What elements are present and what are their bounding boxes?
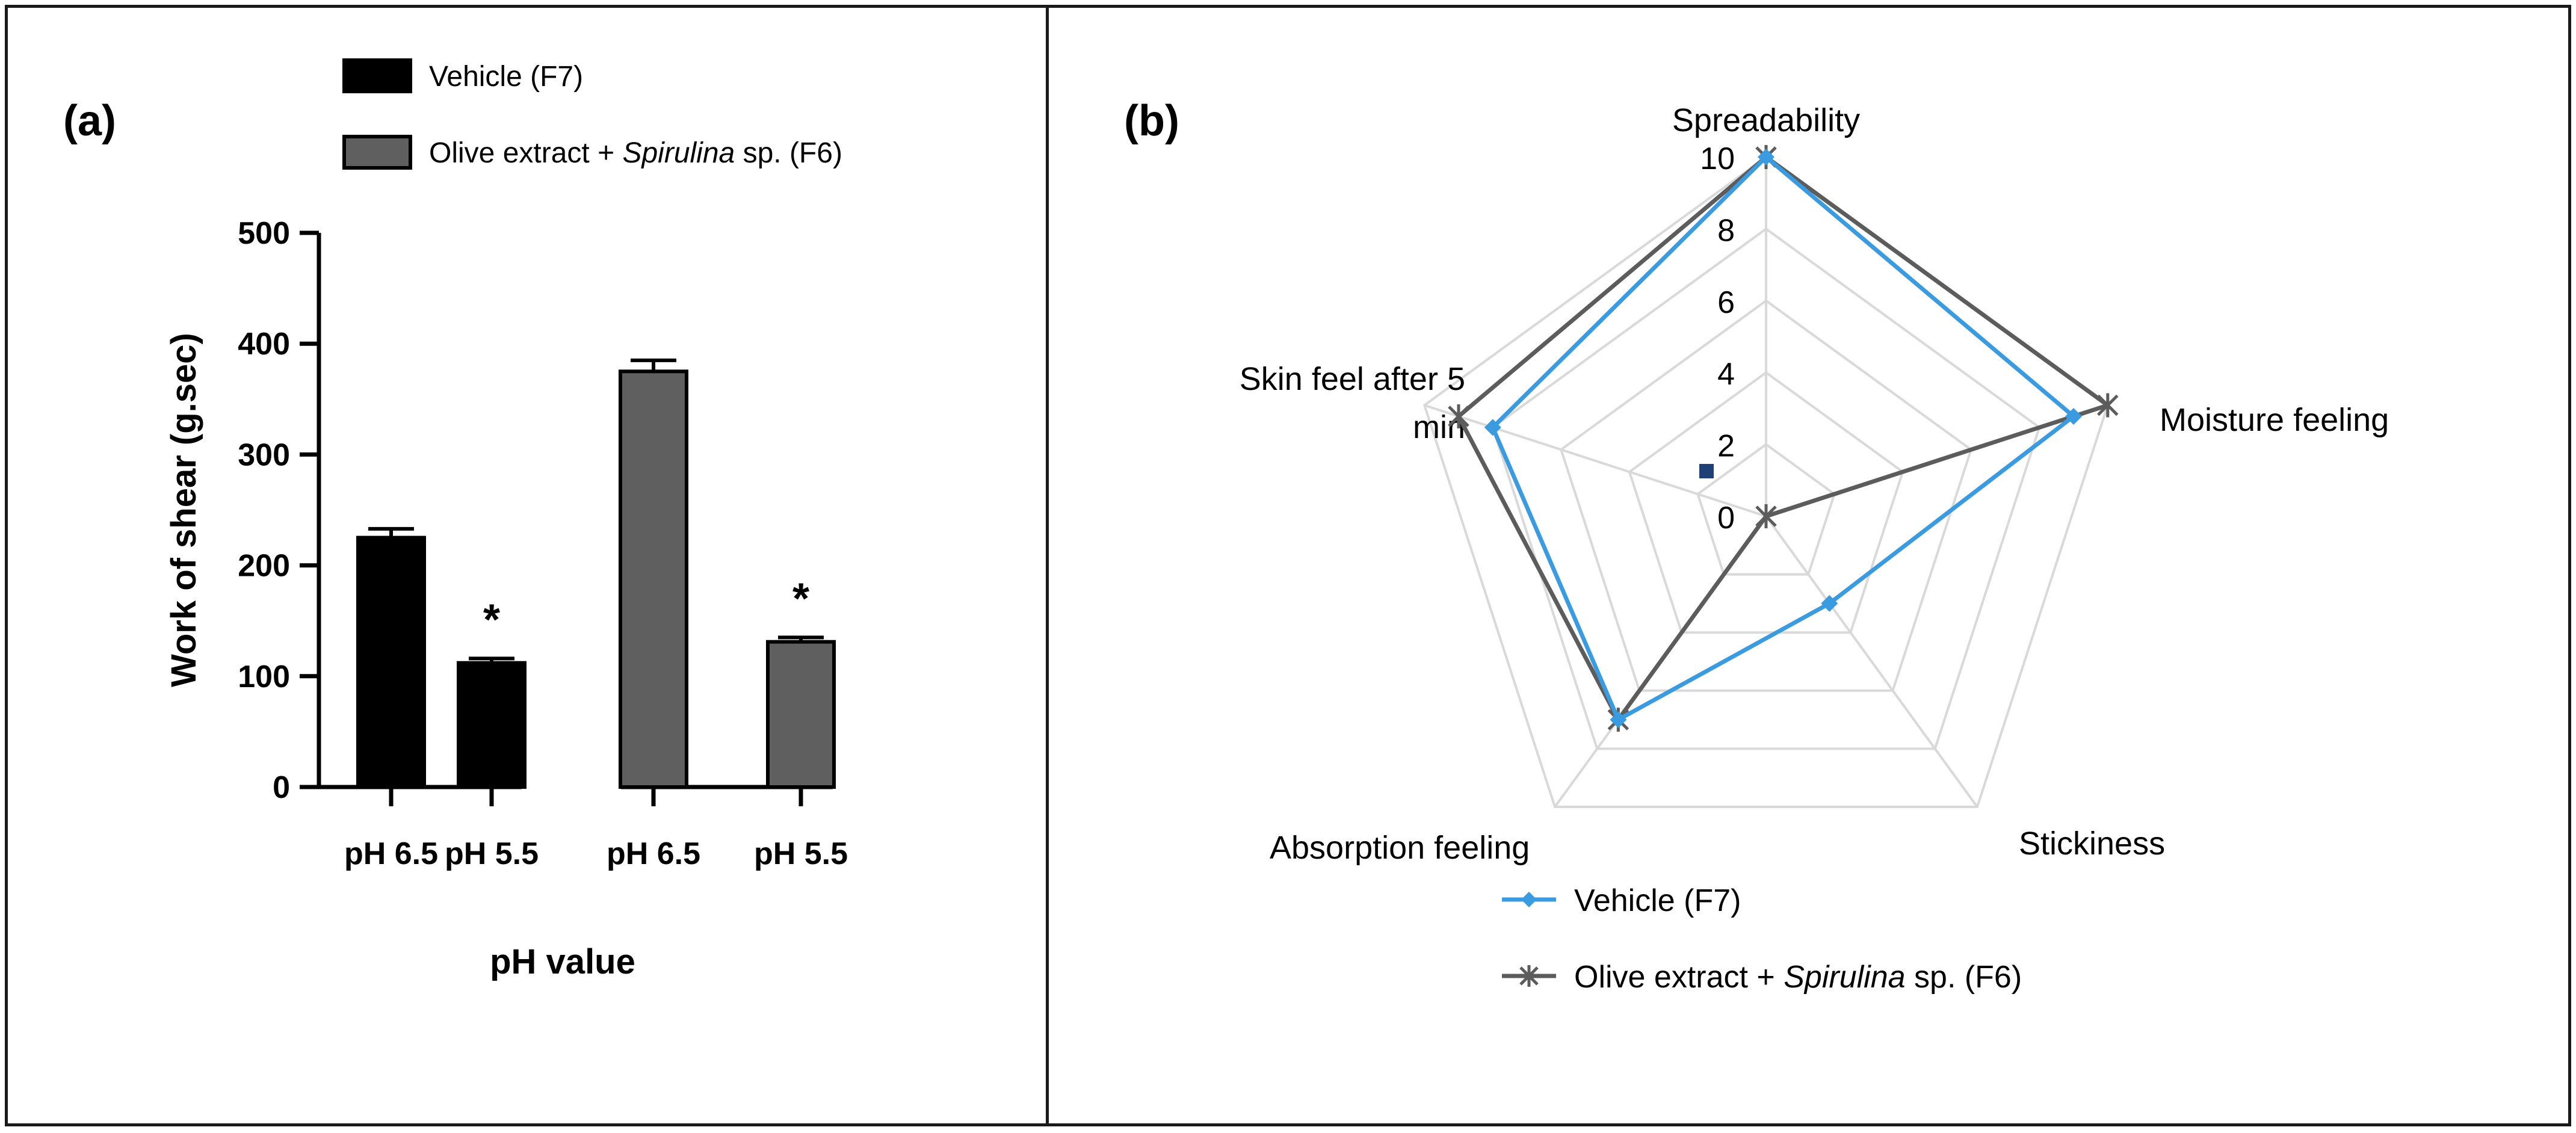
legend-swatch-a-0 [342,58,412,93]
legend-marker-b-1 [1519,965,1539,987]
panel-b-label: (b) [1124,97,1179,145]
radar-tick-label-5: 10 [1700,141,1735,176]
radar-tick-label-4: 8 [1717,213,1735,248]
radar-point-0-1 [2065,407,2083,425]
y-tick-label-1: 100 [238,659,290,694]
radar-point-0-2 [1821,594,1838,612]
radar-spoke-2 [1765,515,1978,808]
bar-0 [356,536,426,789]
radar-grid-ring-1 [1696,443,1836,576]
x-tick-label-0: pH 6.5 [344,836,438,871]
legend-swatch-a-1 [342,135,412,170]
y-tick-label-4: 400 [238,327,290,362]
significance-marker-1: * [483,596,500,644]
radar-point-0-0 [1758,149,1774,165]
radar-point-1-4 [1448,404,1469,428]
radar-spoke-4 [1424,404,1767,517]
radar-tick-label-1: 2 [1717,429,1735,464]
x-tick-label-3: pH 5.5 [754,836,848,871]
x-tick-label-2: pH 6.5 [607,836,700,871]
y-tick-label-3: 300 [238,437,290,472]
radar-axis-label-3-0: Absorption feeling [1270,830,1530,866]
radar-axis-label-0-0: Spreadability [1672,102,1860,138]
radar-axis-label-2-0: Stickiness [2019,826,2165,862]
legend-label-a-0: Vehicle (F7) [429,61,583,93]
radar-grid-ring-4 [1491,227,2041,750]
radar-point-0-4 [1484,419,1501,436]
radar-tick-label-0: 0 [1717,501,1735,536]
radar-tick-label-2: 4 [1717,357,1735,392]
radar-point-1-1 [2097,393,2119,418]
radar-grid-ring-2 [1628,371,1904,634]
panel-a-label: (a) [63,97,116,145]
legend-label-b-0: Vehicle (F7) [1574,883,1741,918]
radar-tick-label-3: 6 [1717,285,1735,320]
y-axis-label: Work of shear (g.sec) [164,333,203,687]
radar-series-line-0 [1490,155,2076,722]
bar-1 [457,661,527,789]
radar-grid-ring-3 [1559,299,1973,692]
radar-axis-label-1-0: Moisture feeling [2160,402,2389,438]
radar-center-marker [1699,464,1714,478]
radar-axis-label-4-0: Skin feel after 5 [1240,361,1465,397]
significance-marker-3: * [792,575,809,623]
legend-label-a-1: Olive extract + Spirulina sp. (F6) [429,137,842,169]
radar-point-0-3 [1610,711,1627,729]
panel-a-frame [5,5,1049,1126]
x-tick-label-1: pH 5.5 [445,836,539,871]
y-tick-label-2: 200 [238,549,290,584]
bar-3 [766,640,836,789]
legend-marker-b-0 [1521,892,1537,907]
y-tick-label-5: 500 [238,216,290,251]
legend-label-b-1: Olive extract + Spirulina sp. (F6) [1574,960,2022,995]
radar-series-line-1 [1456,155,2110,722]
bar-2 [619,369,688,789]
radar-point-1-2 [1755,504,1777,528]
x-axis-label: pH value [490,942,635,981]
y-tick-label-0: 0 [273,770,290,805]
